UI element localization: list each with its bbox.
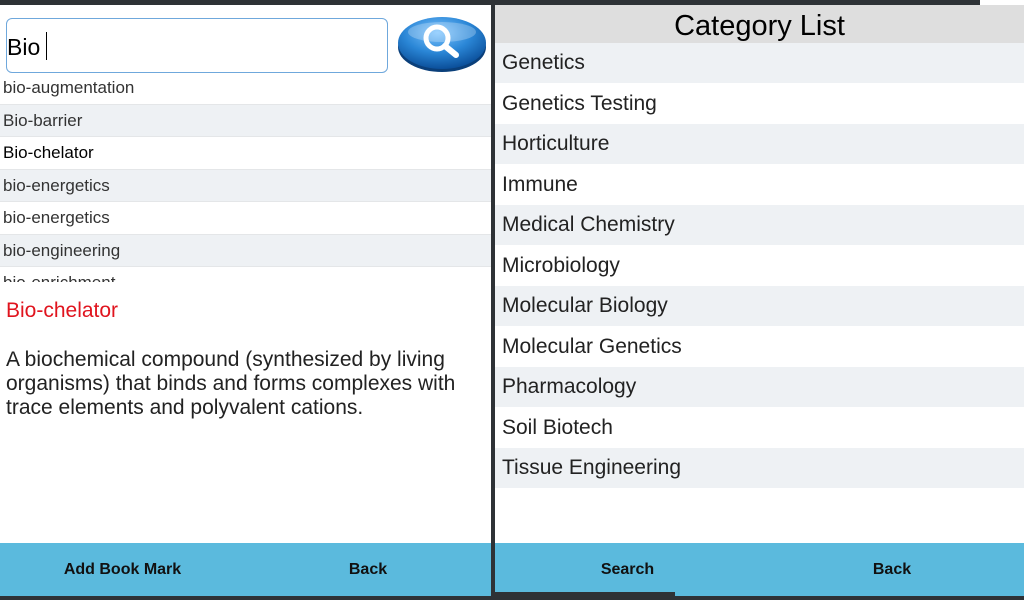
category-item[interactable]: Tissue Engineering <box>495 448 1024 489</box>
suggestion-item[interactable]: Bio-chelator <box>0 137 491 170</box>
category-item[interactable]: Soil Biotech <box>495 408 1024 448</box>
right-action-bar: Search Back <box>495 543 1024 596</box>
dictionary-pane: Bio bio-augmentation Bio-barrier Bio-che… <box>0 5 491 596</box>
back-button[interactable]: Back <box>348 561 388 578</box>
text-caret <box>46 32 47 60</box>
add-bookmark-button[interactable]: Add Book Mark <box>63 561 182 578</box>
definition-text: A biochemical compound (synthesized by l… <box>6 348 456 419</box>
category-item[interactable]: Horticulture <box>495 124 1024 165</box>
category-list-title: Category List <box>495 5 1024 44</box>
search-button[interactable] <box>396 12 488 74</box>
suggestion-item[interactable]: bio-energetics <box>0 202 491 235</box>
definition-term: Bio-chelator <box>6 299 119 322</box>
category-item[interactable]: Molecular Biology <box>495 286 1024 327</box>
suggestion-item[interactable]: bio-engineering <box>0 234 491 267</box>
category-list: Genetics Genetics Testing Horticulture I… <box>495 43 1024 489</box>
category-item[interactable]: Immune <box>495 165 1024 205</box>
search-input[interactable]: Bio <box>6 18 388 73</box>
category-item[interactable]: Pharmacology <box>495 367 1024 408</box>
category-item[interactable]: Molecular Genetics <box>495 327 1024 367</box>
category-pane: Category List Genetics Genetics Testing … <box>495 5 1024 596</box>
left-action-bar: Add Book Mark Back <box>0 543 491 596</box>
suggestion-item[interactable]: bio-augmentation <box>0 72 491 105</box>
category-item[interactable]: Medical Chemistry <box>495 205 1024 246</box>
suggestion-item[interactable]: bio-energetics <box>0 169 491 202</box>
magnifier-icon <box>398 17 486 72</box>
category-item[interactable]: Microbiology <box>495 246 1024 286</box>
top-strip <box>0 0 1024 5</box>
suggestion-list: bio-augmentation Bio-barrier Bio-chelato… <box>0 72 491 282</box>
category-item[interactable]: Genetics Testing <box>495 84 1024 124</box>
search-tab-button[interactable]: Search <box>600 561 655 578</box>
search-input-value: Bio <box>7 34 41 60</box>
category-item[interactable]: Genetics <box>495 43 1024 84</box>
suggestion-item[interactable]: bio-enrichment <box>0 267 491 282</box>
back-button[interactable]: Back <box>872 561 912 578</box>
suggestion-item[interactable]: Bio-barrier <box>0 104 491 137</box>
bottom-edge <box>495 592 675 596</box>
